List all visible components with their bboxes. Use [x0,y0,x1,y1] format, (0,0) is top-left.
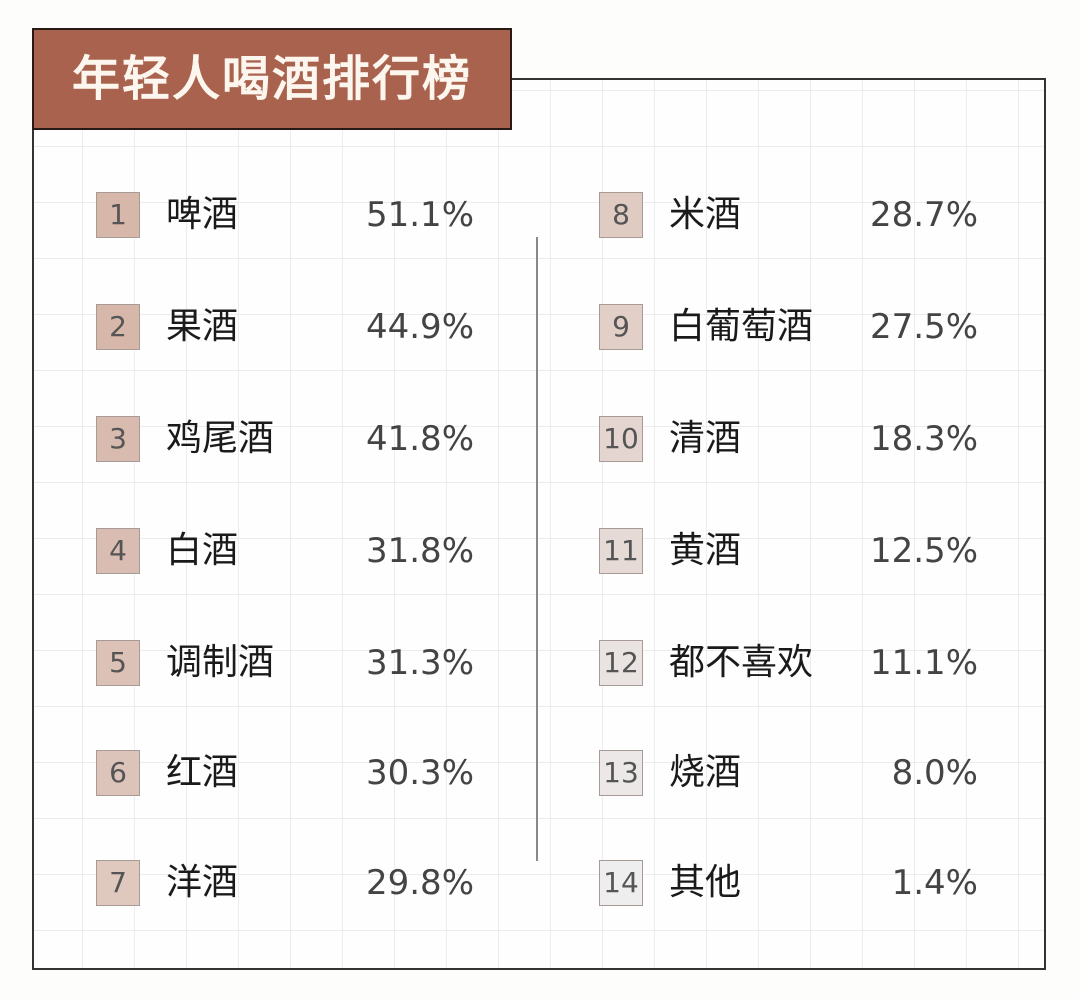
rank-badge: 11 [599,528,643,574]
ranking-row: 8 米酒 28.7% [599,192,978,240]
column-divider [536,237,538,861]
ranking-row: 2 果酒 44.9% [96,304,474,352]
drink-percent: 30.3% [365,753,474,793]
rank-badge: 13 [599,750,643,796]
drink-name: 果酒 [166,306,239,347]
ranking-row: 6 红酒 30.3% [96,750,474,798]
drink-percent: 27.5% [869,307,978,347]
drink-percent: 29.8% [365,863,474,903]
drink-name: 其他 [669,862,742,903]
rank-badge: 1 [96,192,140,238]
drink-name: 黄酒 [669,530,742,571]
drink-name: 都不喜欢 [669,642,814,683]
rank-badge: 6 [96,750,140,796]
ranking-row: 1 啤酒 51.1% [96,192,474,240]
drink-percent: 28.7% [869,195,978,235]
ranking-row: 3 鸡尾酒 41.8% [96,416,474,464]
drink-percent: 31.8% [365,531,474,571]
rank-badge: 4 [96,528,140,574]
rank-badge: 14 [599,860,643,906]
drink-percent: 8.0% [891,753,978,793]
drink-percent: 1.4% [891,863,978,903]
rank-badge: 10 [599,416,643,462]
drink-name: 调制酒 [166,642,275,683]
rank-badge: 9 [599,304,643,350]
rank-badge: 12 [599,640,643,686]
drink-name: 烧酒 [669,752,742,793]
drink-name: 啤酒 [166,194,239,235]
drink-name: 白葡萄酒 [669,306,814,347]
ranking-row: 13 烧酒 8.0% [599,750,978,798]
drink-name: 洋酒 [166,862,239,903]
rank-badge: 2 [96,304,140,350]
ranking-row: 12 都不喜欢 11.1% [599,640,978,688]
page-title: 年轻人喝酒排行榜 [32,28,512,130]
drink-name: 米酒 [669,194,742,235]
drink-name: 红酒 [166,752,239,793]
ranking-row: 5 调制酒 31.3% [96,640,474,688]
ranking-row: 14 其他 1.4% [599,860,978,908]
drink-percent: 41.8% [365,419,474,459]
drink-name: 清酒 [669,418,742,459]
ranking-row: 11 黄酒 12.5% [599,528,978,576]
ranking-row: 10 清酒 18.3% [599,416,978,464]
rank-badge: 7 [96,860,140,906]
drink-percent: 12.5% [869,531,978,571]
drink-percent: 11.1% [869,643,978,683]
rank-badge: 8 [599,192,643,238]
ranking-row: 4 白酒 31.8% [96,528,474,576]
ranking-row: 9 白葡萄酒 27.5% [599,304,978,352]
drink-name: 鸡尾酒 [166,418,275,459]
ranking-frame [32,78,1046,970]
drink-name: 白酒 [166,530,239,571]
rank-badge: 3 [96,416,140,462]
drink-percent: 51.1% [365,195,474,235]
ranking-row: 7 洋酒 29.8% [96,860,474,908]
drink-percent: 18.3% [869,419,978,459]
drink-percent: 44.9% [365,307,474,347]
drink-percent: 31.3% [365,643,474,683]
rank-badge: 5 [96,640,140,686]
